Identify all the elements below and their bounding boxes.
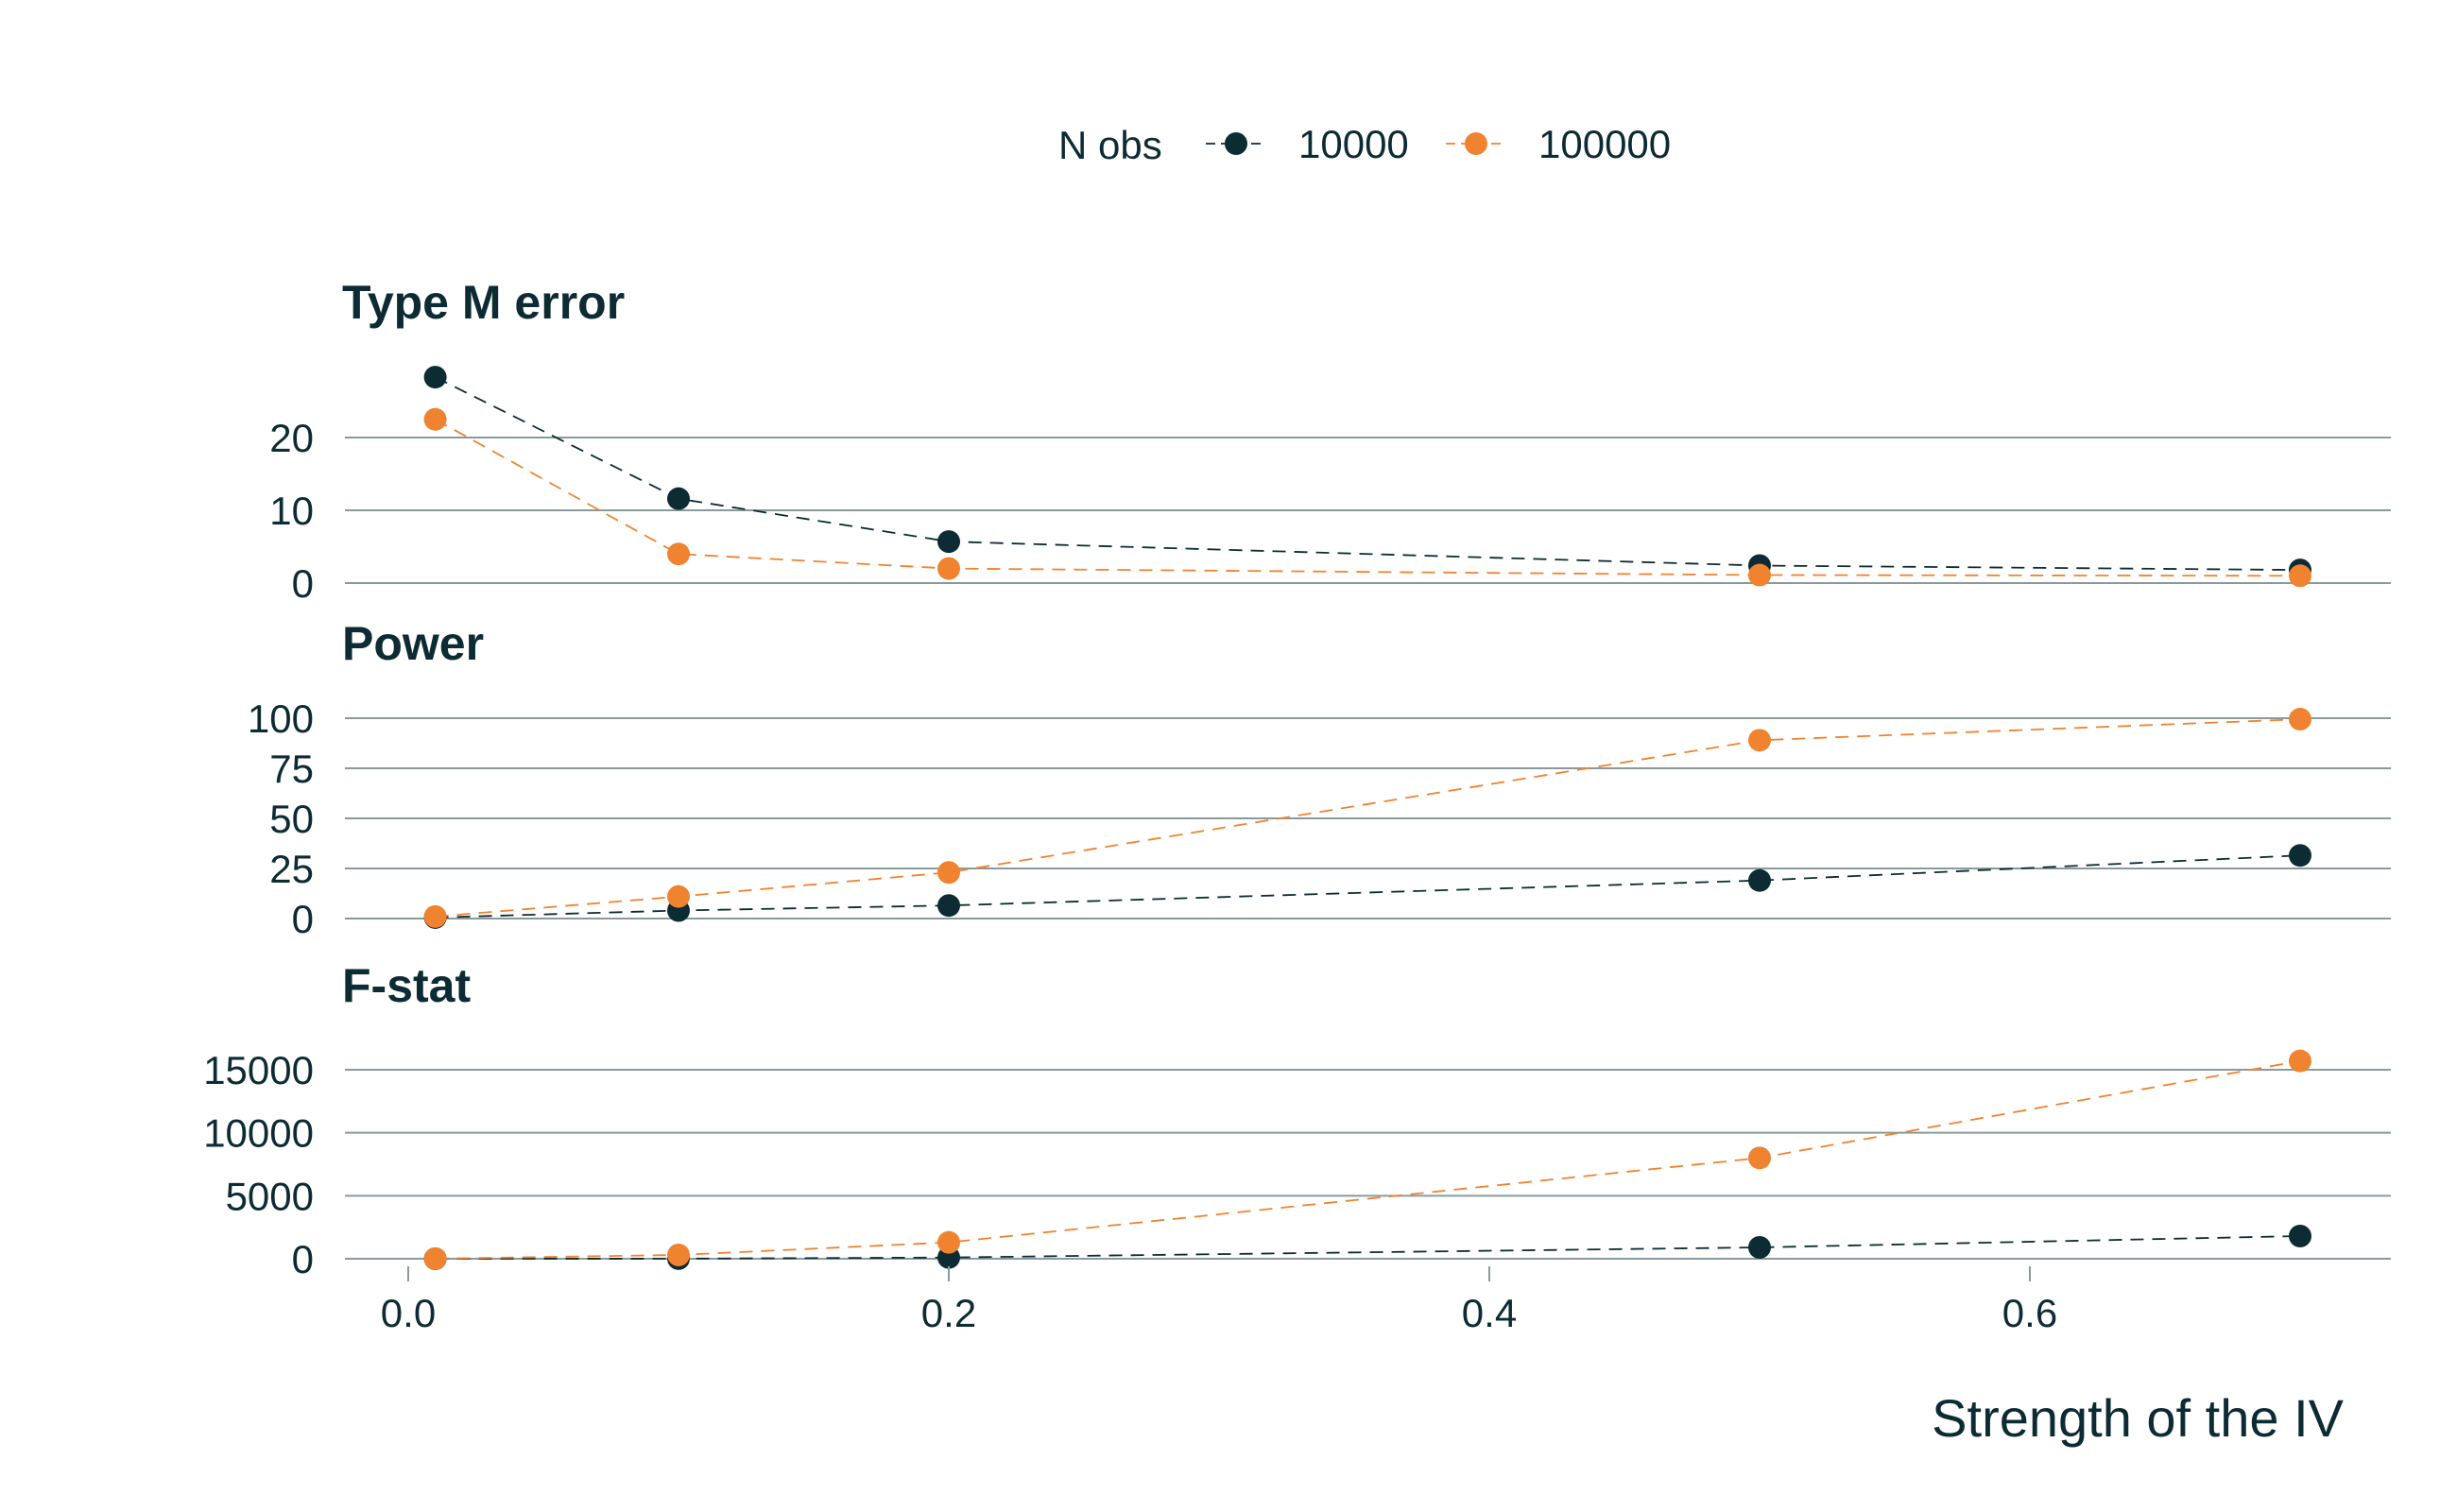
data-point-10000 [1748,1236,1771,1259]
panel-title: Power [342,617,484,670]
data-point-100000 [1748,1146,1771,1170]
data-point-100000 [937,1230,960,1254]
series-line-10000 [435,1235,2301,1260]
legend: N obs 10000 100000 [1058,122,1671,167]
legend-title: N obs [1058,123,1162,167]
data-point-10000 [667,487,690,510]
y-tick-label: 50 [269,797,314,841]
legend-key-marker [1225,132,1247,155]
data-point-100000 [1748,729,1771,752]
panel-power: Power 0 25 50 75 100 [248,617,2391,941]
series-line-100000 [435,718,2301,918]
data-point-100000 [2289,564,2311,588]
data-point-100000 [667,542,690,566]
x-axis: 0.0 0.2 0.4 0.6 [381,1266,2057,1335]
series-line-100000 [435,419,2301,577]
y-tick-label: 25 [269,847,314,891]
data-point-10000 [423,366,447,389]
y-tick-label: 100 [248,696,314,741]
y-tick-label: 0 [292,561,314,606]
data-point-10000 [1748,868,1771,892]
data-point-10000 [2289,844,2311,868]
legend-item-label: 100000 [1538,122,1671,166]
data-point-100000 [667,885,690,908]
y-tick-label: 20 [269,416,314,460]
data-point-100000 [667,1244,690,1266]
data-point-10000 [937,894,960,918]
panel-f-stat: F-stat 0 5000 10000 15000 [203,959,2391,1281]
data-point-100000 [423,1246,447,1270]
panels: Type M error 0 10 20 Power 0 25 50 75 100 F-stat 0 5… [203,276,2391,1281]
data-point-100000 [1748,563,1771,587]
legend-key-marker [1465,132,1487,155]
panel-type-m-error: Type M error 0 10 20 [269,276,2391,606]
data-point-10000 [937,530,960,554]
series-line-10000 [435,854,2301,919]
series-line-100000 [435,1059,2301,1260]
panel-title: F-stat [342,959,471,1012]
y-tick-label: 75 [269,747,314,791]
series-line-10000 [435,376,2301,571]
data-point-100000 [2289,1049,2311,1073]
y-tick-label: 10000 [203,1111,314,1156]
x-tick-label: 0.0 [381,1291,436,1335]
data-point-100000 [2289,708,2311,731]
panel-title: Type M error [342,276,625,329]
data-point-100000 [423,407,447,431]
data-point-100000 [937,557,960,580]
x-tick-label: 0.6 [2002,1291,2057,1335]
legend-item-label: 10000 [1298,122,1409,166]
data-point-10000 [2289,1225,2311,1247]
data-point-100000 [937,861,960,885]
y-tick-label: 0 [292,897,314,941]
x-axis-label: Strength of the IV [1932,1388,2344,1448]
x-tick-label: 0.2 [921,1291,976,1335]
y-tick-label: 10 [269,489,314,533]
data-point-100000 [423,904,447,928]
y-tick-label: 15000 [203,1048,314,1092]
y-tick-label: 5000 [226,1174,314,1218]
x-tick-label: 0.4 [1462,1291,1517,1335]
y-tick-label: 0 [292,1237,314,1281]
